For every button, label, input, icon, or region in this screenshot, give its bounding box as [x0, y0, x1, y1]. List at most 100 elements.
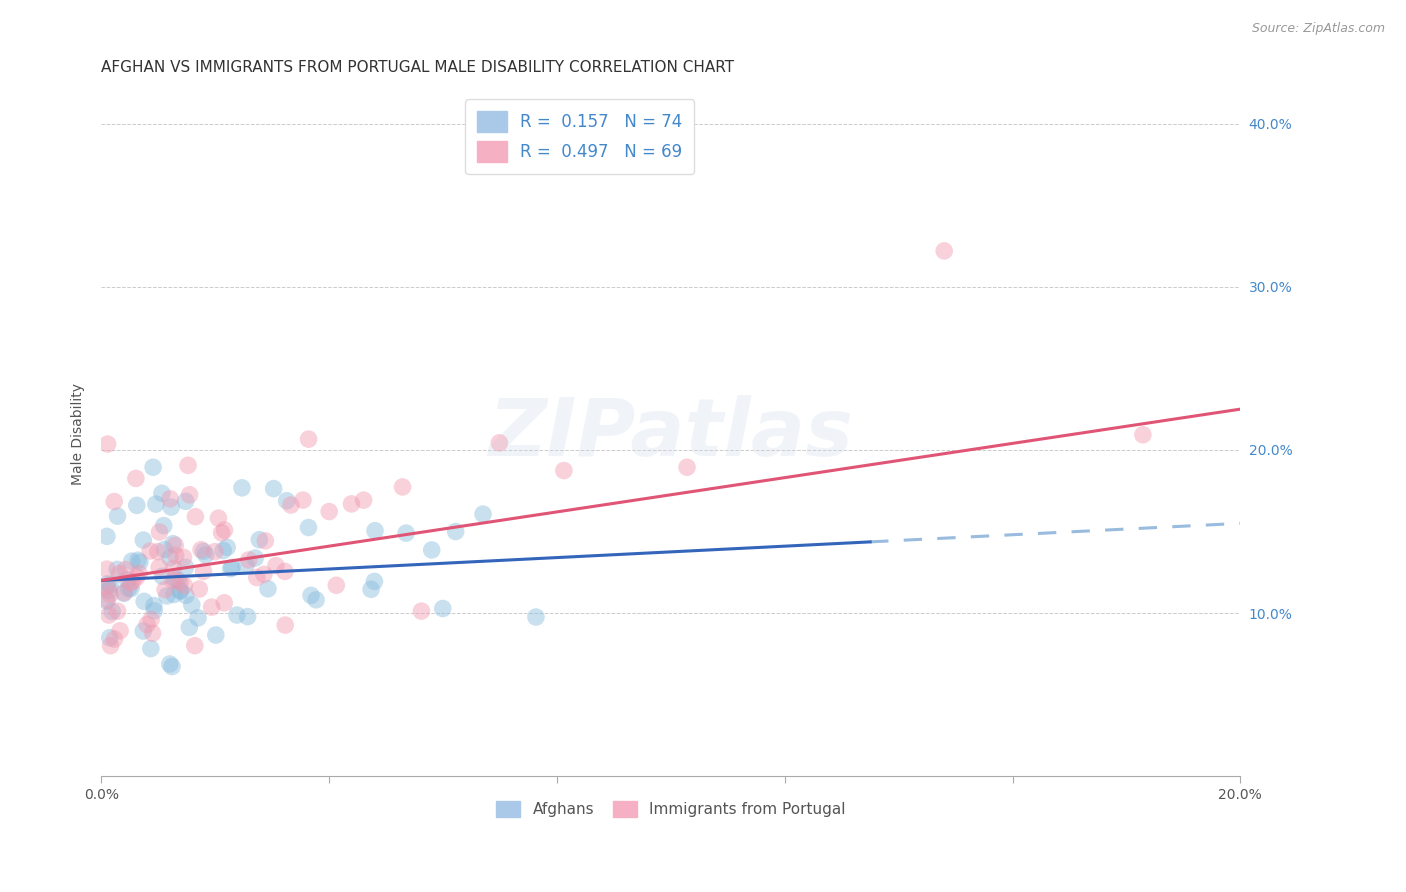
Point — [146, 544, 169, 558]
Point — [107, 604, 129, 618]
Point — [340, 497, 363, 511]
Point — [211, 525, 233, 540]
Point — [125, 471, 148, 485]
Point — [243, 551, 266, 566]
Point — [139, 544, 162, 558]
Point — [173, 550, 195, 565]
Point — [98, 583, 121, 598]
Point — [364, 524, 387, 538]
Point — [257, 582, 280, 596]
Legend: Afghans, Immigrants from Portugal: Afghans, Immigrants from Portugal — [489, 795, 852, 823]
Point — [153, 542, 176, 557]
Point — [173, 578, 195, 592]
Point — [274, 618, 297, 632]
Point — [188, 582, 211, 596]
Point — [488, 435, 510, 450]
Point — [98, 587, 121, 601]
Point — [214, 523, 236, 537]
Point — [360, 582, 382, 597]
Point — [101, 605, 124, 619]
Point — [253, 567, 276, 582]
Point — [96, 577, 118, 591]
Point — [156, 589, 179, 603]
Point — [165, 538, 187, 552]
Point — [395, 526, 418, 541]
Point — [193, 565, 215, 579]
Point — [174, 588, 197, 602]
Point — [136, 617, 159, 632]
Point — [165, 573, 187, 587]
Point — [97, 607, 120, 622]
Point — [263, 482, 285, 496]
Point — [247, 533, 270, 547]
Point — [420, 543, 443, 558]
Point — [169, 583, 191, 598]
Point — [200, 600, 222, 615]
Point — [411, 604, 433, 618]
Point — [363, 574, 385, 589]
Point — [150, 486, 173, 500]
Point — [246, 570, 269, 584]
Point — [276, 493, 298, 508]
Point — [134, 594, 156, 608]
Point — [184, 639, 207, 653]
Point — [112, 586, 135, 600]
Point — [353, 493, 375, 508]
Point — [391, 480, 413, 494]
Point — [103, 632, 125, 646]
Point — [152, 518, 174, 533]
Point — [127, 553, 149, 567]
Y-axis label: Male Disability: Male Disability — [72, 383, 86, 484]
Point — [117, 582, 139, 596]
Point — [236, 609, 259, 624]
Point — [100, 639, 122, 653]
Point — [159, 491, 181, 506]
Point — [162, 561, 184, 575]
Point — [169, 575, 191, 590]
Point — [132, 624, 155, 638]
Point — [180, 598, 202, 612]
Point — [163, 587, 186, 601]
Point — [194, 548, 217, 562]
Point — [212, 543, 235, 558]
Point — [318, 504, 340, 518]
Point — [162, 574, 184, 588]
Point — [139, 641, 162, 656]
Point — [121, 554, 143, 568]
Point — [117, 573, 139, 587]
Point — [305, 592, 328, 607]
Text: Source: ZipAtlas.com: Source: ZipAtlas.com — [1251, 22, 1385, 36]
Point — [325, 578, 347, 592]
Point — [291, 493, 314, 508]
Point — [159, 550, 181, 565]
Point — [444, 524, 467, 539]
Point — [297, 520, 319, 534]
Point — [145, 497, 167, 511]
Point — [553, 464, 575, 478]
Point — [219, 561, 242, 575]
Point — [226, 607, 249, 622]
Point — [96, 562, 118, 576]
Point — [148, 560, 170, 574]
Point — [141, 612, 163, 626]
Point — [108, 624, 131, 638]
Point — [150, 569, 173, 583]
Point — [143, 604, 166, 618]
Point — [153, 582, 176, 597]
Point — [169, 584, 191, 599]
Point — [129, 555, 152, 569]
Point — [98, 578, 121, 592]
Point — [280, 498, 302, 512]
Point — [934, 244, 956, 258]
Point — [297, 432, 319, 446]
Point — [96, 580, 118, 594]
Point — [264, 558, 287, 573]
Point — [274, 565, 297, 579]
Point — [254, 533, 277, 548]
Point — [207, 511, 229, 525]
Point — [235, 558, 257, 573]
Point — [165, 549, 187, 563]
Point — [132, 533, 155, 547]
Point — [238, 553, 260, 567]
Point — [472, 507, 495, 521]
